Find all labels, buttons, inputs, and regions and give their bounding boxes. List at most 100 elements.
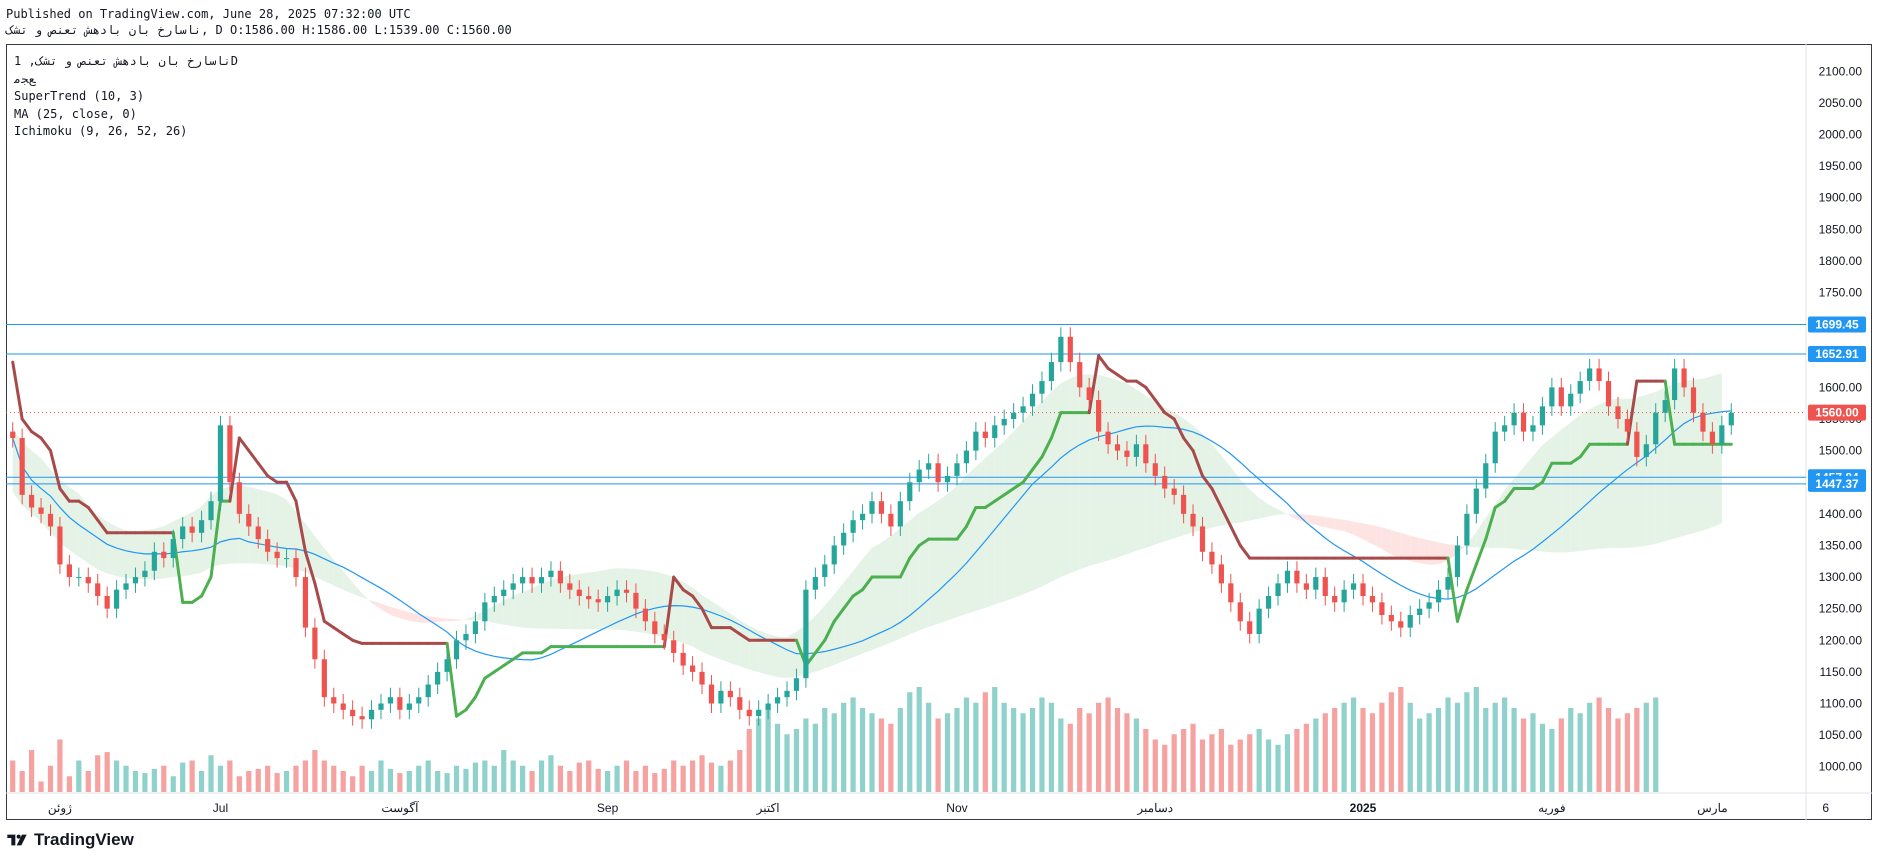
candle-body	[1171, 488, 1177, 495]
ichimoku-cloud-segment	[956, 475, 967, 618]
supertrend-segment	[1540, 461, 1554, 484]
chart-frame[interactable]	[6, 44, 1872, 820]
volume-bar	[1511, 708, 1517, 792]
supertrend-segment	[1484, 506, 1497, 541]
supertrend-segment	[502, 657, 515, 668]
ichimoku-cloud-segment	[975, 458, 986, 611]
volume-bar	[76, 760, 82, 792]
volume-bar	[246, 771, 252, 792]
candle-body	[841, 532, 847, 546]
supertrend-segment	[832, 607, 846, 623]
candle-body	[689, 665, 696, 672]
candle-body	[1199, 526, 1206, 552]
candle-body	[963, 450, 970, 464]
ichimoku-cloud-segment	[343, 571, 353, 594]
ichimoku-cloud-segment	[1079, 374, 1090, 570]
volume-bar	[85, 771, 91, 792]
ichimoku-cloud-segment	[541, 580, 551, 629]
ichimoku-cloud-segment	[1674, 381, 1685, 539]
x-tick-label: 2025	[1350, 801, 1377, 815]
supertrend-segment	[1097, 354, 1110, 370]
volume-bar	[19, 771, 25, 792]
legend-symbol[interactable]: ناسارخ بان بادهش تعنص و تشک, 1D	[14, 54, 238, 68]
candle-body	[1020, 406, 1026, 413]
supertrend-segment	[1040, 436, 1053, 459]
ichimoku-cloud-segment	[1108, 377, 1118, 561]
candle-body	[1417, 608, 1423, 615]
candle-body	[850, 520, 856, 533]
legend-ichimoku[interactable]: Ichimoku (9, 26, 52, 26)	[14, 124, 188, 138]
ichimoku-cloud-segment	[1004, 431, 1014, 602]
legend-ma[interactable]: MA (25, close, 0)	[14, 106, 137, 121]
volume-bar	[321, 760, 327, 792]
volume-bar	[123, 765, 129, 792]
ichimoku-cloud-segment	[1136, 389, 1146, 551]
ichimoku-cloud-segment	[1599, 400, 1609, 549]
ichimoku-cloud-segment	[126, 530, 136, 580]
supertrend-segment	[1474, 537, 1488, 566]
volume-bar	[1549, 729, 1555, 792]
ichimoku-cloud-segment	[1117, 380, 1127, 558]
candle-body	[227, 425, 233, 483]
candle-body	[151, 551, 157, 571]
y-tick-label: 1950.00	[1819, 159, 1863, 173]
supertrend-segment	[351, 638, 364, 645]
candle-body	[123, 583, 129, 590]
supertrend-segment	[908, 543, 921, 560]
volume-bar	[614, 765, 620, 792]
volume-bar	[227, 760, 233, 792]
candle-body	[1719, 425, 1725, 445]
ichimoku-cloud-segment	[928, 500, 939, 627]
ichimoku-cloud-segment	[409, 612, 419, 623]
volume-bar	[1369, 713, 1376, 792]
volume-bar	[453, 765, 460, 792]
candle-body	[1672, 368, 1678, 401]
ichimoku-cloud-segment	[626, 568, 636, 632]
volume-bar	[831, 713, 837, 792]
candle-body	[708, 684, 715, 704]
volume-bar	[567, 771, 573, 792]
supertrend-segment	[1238, 543, 1252, 560]
volume-bar	[113, 760, 120, 792]
volume-bar	[501, 750, 507, 792]
x-tick-label: Jul	[213, 801, 228, 815]
ichimoku-cloud-segment	[362, 593, 372, 603]
volume-bar	[661, 768, 667, 792]
candle-body	[1539, 406, 1546, 426]
volume-bar	[1341, 702, 1347, 792]
candle-body	[680, 652, 686, 666]
ichimoku-cloud-segment	[333, 559, 344, 590]
candle-body	[1256, 608, 1262, 634]
candle-body	[642, 608, 648, 622]
ichimoku-cloud-segment	[380, 603, 391, 616]
ohlc-line: ناسارخ بان بادهش تعنص و تشک, D O:1586.00…	[6, 23, 512, 37]
candle-body	[567, 583, 573, 590]
supertrend-segment	[30, 430, 43, 440]
volume-bar	[1464, 692, 1470, 792]
x-tick-label: 6	[1822, 801, 1829, 815]
ichimoku-cloud-segment	[1334, 518, 1345, 532]
volume-bar	[1114, 708, 1121, 792]
candle-body	[1275, 583, 1281, 597]
ichimoku-cloud-segment	[1363, 523, 1373, 545]
x-tick-label: فوریه	[1538, 801, 1566, 815]
ichimoku-cloud-segment	[324, 548, 334, 586]
volume-bar	[510, 760, 516, 792]
ichimoku-cloud-segment	[1155, 401, 1165, 545]
x-tick-label: اکتبر	[756, 801, 780, 815]
candle-body	[1114, 444, 1121, 451]
volume-bar	[520, 765, 526, 792]
volume-bar	[189, 760, 195, 792]
volume-bar	[1388, 692, 1394, 792]
ichimoku-cloud-segment	[1278, 509, 1288, 515]
ichimoku-cloud-segment	[1372, 525, 1382, 550]
volume-bar	[350, 776, 356, 792]
candle-body	[444, 659, 450, 672]
supertrend-segment	[247, 449, 260, 465]
volume-bar	[916, 687, 922, 792]
ichimoku-cloud-segment	[1325, 517, 1335, 530]
candle-body	[727, 690, 733, 698]
volume-bar	[1181, 729, 1187, 792]
legend-supertrend[interactable]: SuperTrend (10, 3)	[14, 89, 145, 103]
